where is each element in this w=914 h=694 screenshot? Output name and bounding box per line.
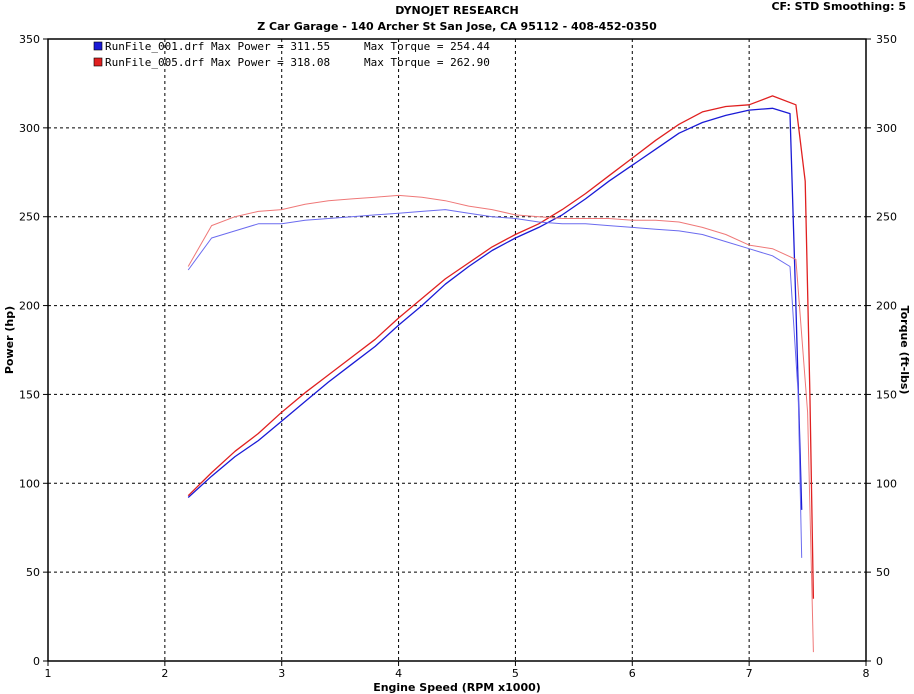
legend-label-run005: RunFile_005.drf Max Power = 318.08 bbox=[105, 56, 330, 69]
settings-readout: CF: STD Smoothing: 5 bbox=[771, 0, 906, 13]
y2-tick-label-300: 300 bbox=[876, 122, 897, 135]
y2-tick-label-0: 0 bbox=[876, 655, 883, 668]
y-tick-label-250: 250 bbox=[19, 211, 40, 224]
y-tick-label-200: 200 bbox=[19, 300, 40, 313]
series-line-runfile-005-drf-power bbox=[187, 95, 815, 599]
x-axis-label: Engine Speed (RPM x1000) bbox=[373, 681, 541, 694]
x-tick-label-2: 2 bbox=[161, 667, 168, 680]
chart-title: DYNOJET RESEARCH bbox=[395, 4, 518, 17]
x-tick-label-4: 4 bbox=[395, 667, 402, 680]
y-tick-label-150: 150 bbox=[19, 388, 40, 401]
y2-tick-label-150: 150 bbox=[876, 388, 897, 401]
chart-subtitle: Z Car Garage - 140 Archer St San Jose, C… bbox=[257, 20, 657, 33]
y-tick-label-50: 50 bbox=[26, 566, 40, 579]
y-tick-label-100: 100 bbox=[19, 477, 40, 490]
y2-axis-label: Torque (ft-lbs) bbox=[898, 306, 911, 395]
x-tick-label-6: 6 bbox=[629, 667, 636, 680]
legend-swatch-run005 bbox=[93, 57, 103, 67]
series-line-runfile-001-drf-torque bbox=[187, 209, 803, 558]
y2-tick-label-100: 100 bbox=[876, 477, 897, 490]
legend-torque-run001: Max Torque = 254.44 bbox=[364, 40, 490, 53]
y2-tick-label-350: 350 bbox=[876, 33, 897, 46]
x-tick-label-8: 8 bbox=[863, 667, 870, 680]
series-line-runfile-001-drf-power bbox=[187, 107, 803, 510]
plot-area bbox=[47, 38, 867, 662]
x-tick-label-7: 7 bbox=[746, 667, 753, 680]
x-tick-label-3: 3 bbox=[278, 667, 285, 680]
legend-label-run001: RunFile_001.drf Max Power = 311.55 bbox=[105, 40, 330, 53]
legend: RunFile_001.drf Max Power = 311.55 Max T… bbox=[93, 40, 490, 69]
y-tick-label-300: 300 bbox=[19, 122, 40, 135]
grid bbox=[48, 39, 866, 661]
legend-swatch-run001 bbox=[93, 41, 103, 51]
legend-torque-run005: Max Torque = 262.90 bbox=[364, 56, 490, 69]
series-group bbox=[187, 95, 815, 653]
series-line-runfile-005-drf-torque bbox=[187, 194, 814, 653]
y-tick-label-0: 0 bbox=[33, 655, 40, 668]
y2-tick-label-200: 200 bbox=[876, 300, 897, 313]
y2-tick-label-50: 50 bbox=[876, 566, 890, 579]
x-tick-label-5: 5 bbox=[512, 667, 519, 680]
y2-tick-label-250: 250 bbox=[876, 211, 897, 224]
y-tick-label-350: 350 bbox=[19, 33, 40, 46]
y-axis-label: Power (hp) bbox=[3, 306, 16, 374]
x-tick-label-1: 1 bbox=[45, 667, 52, 680]
